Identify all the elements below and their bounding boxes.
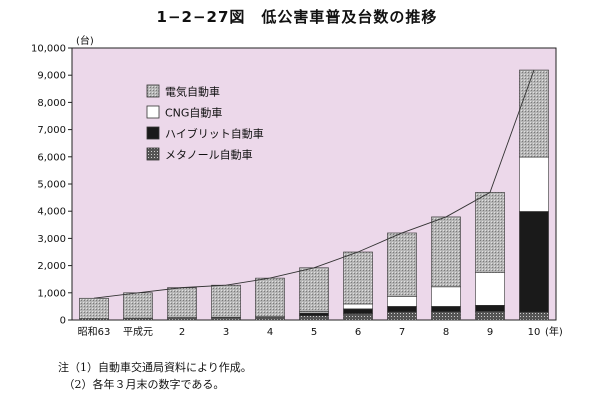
bar-segment (475, 310, 505, 321)
y-tick-label: 8,000 (37, 98, 66, 109)
x-tick-label: 昭和63 (78, 326, 111, 338)
bar-segment (519, 211, 549, 313)
bar-segment (475, 192, 505, 273)
legend-label: メタノール自動車 (165, 148, 253, 162)
bar-segment (299, 315, 329, 321)
legend-label: CNG自動車 (165, 106, 222, 120)
legend-swatch (146, 84, 160, 98)
bar-segment (167, 287, 197, 318)
bar-segment (255, 277, 285, 318)
y-tick-label: 3,000 (37, 234, 66, 245)
legend-swatch (146, 105, 160, 119)
bar-segment (519, 311, 549, 321)
x-tick-label: 3 (223, 327, 229, 338)
bar-segment (255, 316, 285, 321)
chart-title: 1−2−27図 低公害車普及台数の推移 (156, 8, 438, 26)
y-tick-label: 4,000 (37, 207, 66, 218)
x-tick-label: 10 (528, 327, 541, 338)
y-axis-unit: (台) (76, 36, 94, 47)
x-tick-label: 5 (311, 327, 317, 338)
y-tick-label: 2,000 (37, 261, 66, 272)
legend-label: ハイブリット自動車 (165, 127, 264, 141)
x-axis-unit: (年) (545, 327, 563, 338)
bar-segment (519, 156, 549, 212)
bar-segment (299, 267, 329, 312)
bar-segment (211, 316, 241, 321)
x-tick-label: 4 (267, 327, 273, 338)
legend-swatch (146, 147, 160, 161)
bar-segment (431, 216, 461, 288)
x-tick-label: 7 (399, 327, 405, 338)
bar-segment (211, 284, 241, 318)
x-tick-label: 平成元 (123, 326, 153, 338)
legend-label: 電気自動車 (165, 85, 220, 99)
note-1: 注（1）自動車交通局資料により作成。 (58, 361, 252, 374)
y-tick-label: 7,000 (37, 125, 66, 136)
bar-segment (343, 251, 373, 305)
bar-segment (475, 272, 505, 306)
x-tick-label: 9 (487, 327, 493, 338)
bar-segment (387, 232, 417, 297)
x-tick-label: 8 (443, 327, 449, 338)
bar-segment (123, 292, 153, 319)
bar-segment (431, 306, 461, 312)
y-tick-label: 5,000 (37, 180, 66, 191)
bar-segment (431, 286, 461, 307)
y-tick-label: 10,000 (31, 44, 66, 55)
bar-segment (475, 305, 505, 312)
bar-segment (387, 296, 417, 307)
bar-segment (343, 303, 373, 310)
bar-segment (343, 313, 373, 321)
y-tick-label: 0 (60, 316, 66, 327)
note-2: （2）各年３月末の数字である。 (58, 378, 225, 391)
bar-segment (167, 317, 197, 321)
total-trend-line (93, 69, 535, 299)
x-tick-label: 2 (179, 327, 185, 338)
bar-segment (387, 311, 417, 321)
x-tick-label: 6 (355, 327, 361, 338)
bar-segment (299, 312, 329, 316)
y-tick-label: 9,000 (37, 71, 66, 82)
bar-segment (519, 69, 549, 158)
bar-segment (387, 306, 417, 313)
y-tick-label: 1,000 (37, 288, 66, 299)
bar-segment (79, 297, 109, 319)
y-tick-label: 6,000 (37, 152, 66, 163)
bar-segment (343, 308, 373, 314)
notes: 注（1）自動車交通局資料により作成。 （2）各年３月末の数字である。 (58, 359, 252, 393)
bar-segment (431, 311, 461, 321)
legend-swatch (146, 126, 160, 140)
